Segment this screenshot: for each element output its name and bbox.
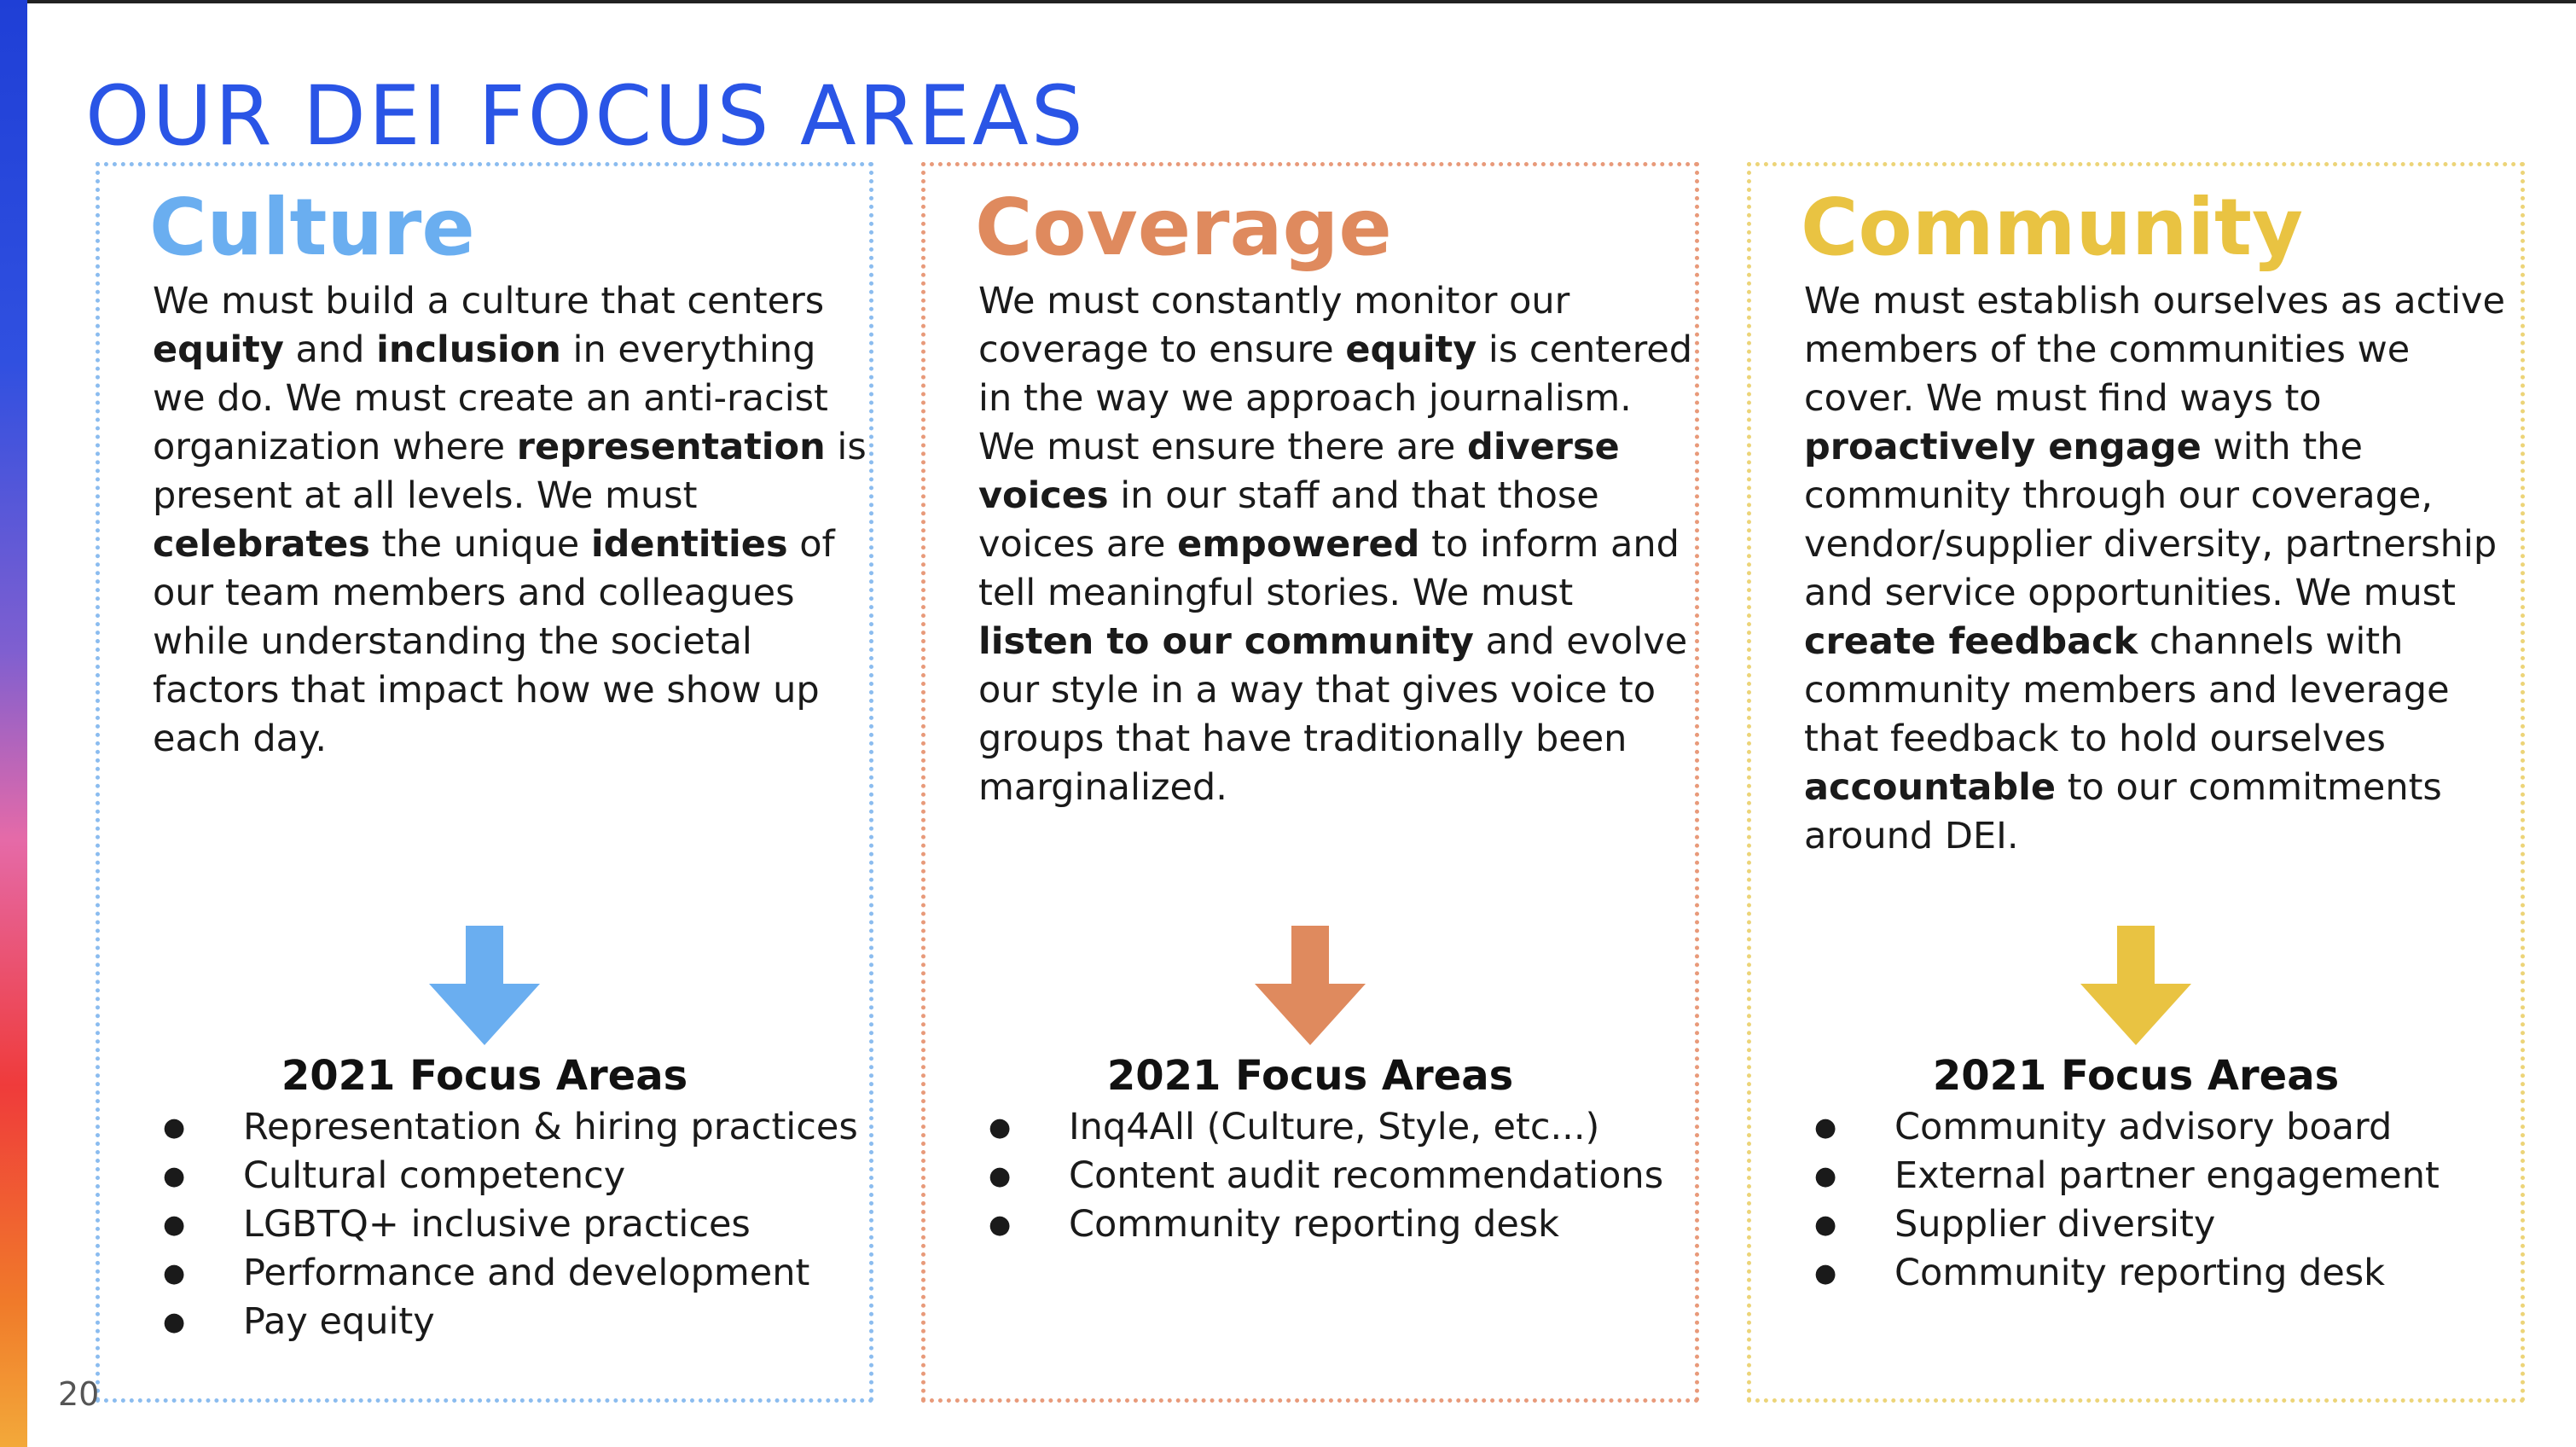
body-text: to our commitments around DEI. [1804, 766, 2442, 857]
panel-heading-community: Community [1801, 182, 2303, 273]
emphasis-text: diverse voices [978, 426, 1620, 517]
gradient-side-bar [0, 0, 27, 1447]
body-text: in everything we do. We must create an a… [153, 328, 828, 468]
emphasis-text: create feedback [1804, 620, 2138, 663]
emphasis-text: celebrates [153, 523, 370, 566]
body-text: of our team members and colleagues while… [153, 523, 835, 760]
list-item: Representation & hiring practices [153, 1103, 869, 1152]
list-item: Pay equity [153, 1298, 869, 1346]
page-number: 20 [58, 1375, 100, 1413]
down-arrow-icon [429, 926, 540, 1045]
emphasis-text: proactively engage [1804, 426, 2202, 468]
body-text: is present at all levels. We must [153, 426, 867, 517]
body-text: and evolve our style in a way that gives… [978, 620, 1688, 809]
down-arrow-icon [1255, 926, 1366, 1045]
focus-list-coverage: Inq4All (Culture, Style, etc...) Content… [978, 1103, 1695, 1249]
body-text: and [283, 328, 377, 371]
body-text: in our staff and that those voices are [978, 474, 1599, 566]
panel-body-coverage: We must constantly monitor our coverage … [978, 277, 1695, 812]
top-border-line [0, 0, 2576, 3]
body-text: the unique [369, 523, 591, 566]
slide-title: OUR DEI FOCUS AREAS [85, 68, 1086, 164]
panel-community: Community We must establish ourselves as… [1747, 162, 2525, 1403]
emphasis-text: equity [1345, 328, 1477, 371]
list-item: External partner engagement [1804, 1152, 2521, 1200]
focus-title-culture: 2021 Focus Areas [281, 1052, 688, 1100]
body-text: with the community through our coverage,… [1804, 426, 2498, 614]
list-item: Cultural competency [153, 1152, 869, 1200]
emphasis-text: empowered [1177, 523, 1420, 566]
list-item: Community advisory board [1804, 1103, 2521, 1152]
emphasis-text: representation [516, 426, 826, 468]
emphasis-text: listen to our community [978, 620, 1474, 663]
body-text: We must constantly monitor our coverage … [978, 280, 1570, 371]
list-item: Content audit recommendations [978, 1152, 1695, 1200]
list-item: Community reporting desk [978, 1200, 1695, 1249]
emphasis-text: accountable [1804, 766, 2057, 809]
down-arrow-icon [2080, 926, 2191, 1045]
body-text: to inform and tell meaningful stories. W… [978, 523, 1680, 614]
emphasis-text: inclusion [376, 328, 561, 371]
list-item: Community reporting desk [1804, 1249, 2521, 1298]
body-text: We must build a culture that centers [153, 280, 825, 323]
panel-coverage: Coverage We must constantly monitor our … [921, 162, 1699, 1403]
body-text: channels with community members and leve… [1804, 620, 2450, 760]
body-text: is centered in the way we approach journ… [978, 328, 1693, 468]
list-item: LGBTQ+ inclusive practices [153, 1200, 869, 1249]
panel-body-culture: We must build a culture that centers equ… [153, 277, 869, 764]
panel-heading-culture: Culture [149, 182, 475, 273]
panel-culture: Culture We must build a culture that cen… [96, 162, 873, 1403]
focus-list-culture: Representation & hiring practices Cultur… [153, 1103, 869, 1346]
panel-body-community: We must establish ourselves as active me… [1804, 277, 2521, 861]
focus-title-community: 2021 Focus Areas [1932, 1052, 2340, 1100]
emphasis-text: equity [153, 328, 284, 371]
focus-list-community: Community advisory board External partne… [1804, 1103, 2521, 1298]
body-text: We must establish ourselves as active me… [1804, 280, 2505, 420]
emphasis-text: identities [590, 523, 788, 566]
list-item: Inq4All (Culture, Style, etc...) [978, 1103, 1695, 1152]
panel-heading-coverage: Coverage [975, 182, 1392, 273]
focus-title-coverage: 2021 Focus Areas [1106, 1052, 1514, 1100]
list-item: Supplier diversity [1804, 1200, 2521, 1249]
list-item: Performance and development [153, 1249, 869, 1298]
